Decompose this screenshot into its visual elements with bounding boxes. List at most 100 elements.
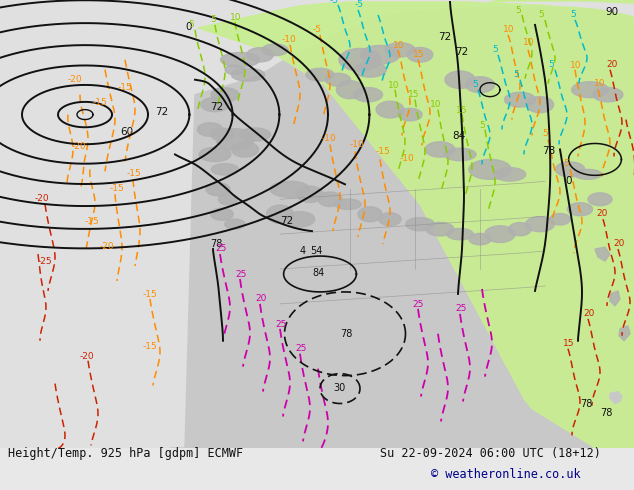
Text: -20: -20: [80, 352, 94, 361]
Polygon shape: [206, 183, 230, 196]
Polygon shape: [505, 92, 536, 107]
Polygon shape: [469, 233, 491, 245]
Text: Su 22-09-2024 06:00 UTC (18+12): Su 22-09-2024 06:00 UTC (18+12): [380, 446, 601, 460]
Polygon shape: [210, 208, 233, 220]
Polygon shape: [0, 0, 634, 448]
Polygon shape: [610, 291, 620, 306]
Text: 72: 72: [210, 101, 223, 112]
Text: Height/Temp. 925 hPa [gdpm] ECMWF: Height/Temp. 925 hPa [gdpm] ECMWF: [8, 446, 243, 460]
Polygon shape: [198, 2, 634, 448]
Text: 60: 60: [120, 126, 133, 137]
Text: 5: 5: [479, 121, 485, 129]
Text: -15: -15: [376, 147, 391, 156]
Text: 5: 5: [492, 45, 498, 54]
Text: -15: -15: [93, 98, 108, 107]
Text: 5: 5: [548, 60, 553, 69]
Polygon shape: [595, 247, 610, 261]
Polygon shape: [574, 170, 602, 179]
Text: 5: 5: [210, 15, 216, 24]
Polygon shape: [447, 228, 473, 240]
Polygon shape: [610, 392, 622, 404]
Polygon shape: [526, 217, 555, 232]
Polygon shape: [385, 43, 415, 57]
Text: -10: -10: [350, 141, 365, 149]
Text: 15: 15: [408, 90, 420, 98]
Text: 84: 84: [452, 131, 465, 142]
Polygon shape: [199, 147, 231, 162]
Polygon shape: [211, 128, 233, 141]
Polygon shape: [270, 181, 310, 197]
Text: 25: 25: [295, 343, 306, 353]
Polygon shape: [354, 62, 386, 77]
Text: 25: 25: [275, 320, 287, 329]
Polygon shape: [407, 48, 433, 62]
Polygon shape: [306, 68, 334, 81]
Text: 5: 5: [563, 159, 569, 169]
Polygon shape: [379, 213, 401, 225]
Text: 10: 10: [570, 61, 581, 70]
Polygon shape: [555, 162, 585, 177]
Text: -15: -15: [143, 290, 158, 299]
Text: 84: 84: [312, 268, 324, 278]
Polygon shape: [211, 88, 239, 101]
Text: 5: 5: [513, 70, 519, 79]
Polygon shape: [426, 222, 454, 236]
Polygon shape: [469, 159, 511, 179]
Polygon shape: [211, 164, 239, 175]
Text: 10: 10: [594, 79, 605, 88]
Polygon shape: [297, 186, 323, 202]
Text: 78: 78: [600, 409, 612, 418]
Polygon shape: [197, 122, 223, 136]
Polygon shape: [353, 88, 382, 102]
Polygon shape: [406, 218, 434, 231]
Text: 30: 30: [333, 383, 346, 392]
Text: 10: 10: [388, 81, 399, 90]
Text: 90: 90: [605, 7, 618, 17]
Text: 20: 20: [596, 209, 607, 218]
Text: 5: 5: [188, 20, 194, 29]
Text: 5: 5: [570, 10, 576, 19]
Text: 25: 25: [235, 270, 247, 279]
Polygon shape: [339, 49, 381, 71]
Polygon shape: [619, 326, 630, 341]
Polygon shape: [216, 128, 254, 150]
Polygon shape: [325, 74, 351, 86]
Text: 25: 25: [412, 300, 424, 309]
Text: -20: -20: [100, 242, 115, 251]
Polygon shape: [231, 68, 264, 81]
Polygon shape: [262, 44, 288, 55]
Polygon shape: [465, 77, 495, 93]
Polygon shape: [360, 46, 399, 64]
Polygon shape: [550, 214, 571, 225]
Text: -5: -5: [313, 25, 322, 34]
Text: 78: 78: [542, 147, 555, 156]
Polygon shape: [201, 98, 229, 112]
Polygon shape: [508, 222, 531, 236]
Polygon shape: [485, 226, 515, 243]
Text: 72: 72: [455, 47, 469, 57]
Polygon shape: [572, 82, 609, 98]
Text: 5: 5: [515, 6, 521, 15]
Polygon shape: [445, 71, 475, 88]
Polygon shape: [247, 48, 273, 62]
Text: -10: -10: [282, 35, 297, 44]
Polygon shape: [358, 207, 382, 222]
Polygon shape: [567, 203, 593, 216]
Polygon shape: [337, 81, 363, 98]
Polygon shape: [588, 193, 612, 206]
Text: 0: 0: [565, 176, 571, 186]
Text: -15: -15: [85, 217, 100, 226]
Text: -10: -10: [322, 134, 337, 144]
Text: 78: 78: [210, 239, 223, 249]
Text: 72: 72: [438, 32, 451, 42]
Polygon shape: [240, 128, 271, 141]
Text: 10: 10: [393, 41, 404, 50]
Text: -20: -20: [35, 194, 49, 203]
Polygon shape: [267, 205, 294, 223]
Text: 25: 25: [215, 244, 226, 253]
Polygon shape: [376, 101, 404, 118]
Text: 10: 10: [503, 25, 515, 34]
Text: 0: 0: [185, 22, 191, 32]
Text: -20: -20: [68, 74, 82, 84]
Polygon shape: [425, 142, 455, 157]
